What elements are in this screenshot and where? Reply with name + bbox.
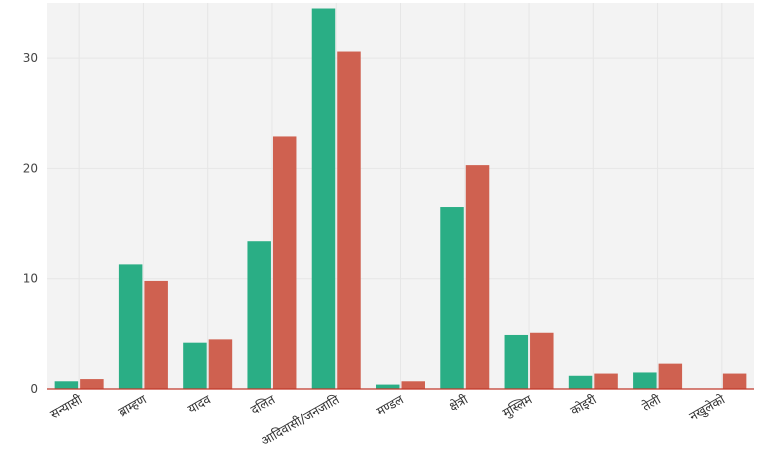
bar-series-1-1	[118, 264, 143, 389]
x-category-label: तेली	[639, 391, 663, 414]
x-category-label: मण्डल	[374, 391, 407, 419]
y-tick-label: 10	[23, 272, 38, 286]
bar-series-1-8	[568, 375, 593, 389]
bar-series-2-1	[144, 280, 168, 389]
bar-series-2-10	[722, 373, 747, 389]
bar-series-1-5	[376, 384, 400, 389]
bar-series-2-7	[530, 332, 554, 389]
bar-series-1-9	[633, 372, 657, 389]
bar-series-2-8	[594, 373, 618, 389]
bar-series-2-6	[465, 165, 490, 389]
x-category-label: मुस्लिम	[500, 391, 536, 421]
y-axis-ticks: 0 10 20 30	[23, 51, 38, 396]
bar-series-2-9	[658, 363, 683, 389]
bar-series-1-3	[247, 241, 271, 389]
bar-series-1-7	[504, 334, 529, 389]
y-tick-label: 20	[23, 161, 38, 175]
x-category-label: ब्राम्हण	[116, 391, 150, 419]
x-category-label: क्षेत्री	[446, 391, 471, 414]
bar-series-1-4	[311, 8, 336, 390]
bar-series-1-6	[440, 207, 464, 389]
bars	[54, 8, 747, 390]
y-tick-label: 30	[23, 51, 38, 65]
bar-series-2-0	[80, 379, 104, 389]
bar-series-2-4	[337, 51, 361, 389]
bar-series-1-0	[54, 381, 79, 389]
x-category-label: नखुलेको	[687, 391, 729, 424]
x-axis-category-labels: सन्यासी ब्राम्हण यादव दलितआदिवासी/जनजाति मण्…	[47, 391, 728, 448]
x-category-label: सन्यासी	[47, 391, 85, 422]
grid-lines	[47, 3, 754, 389]
x-category-label: दलित	[248, 391, 278, 417]
bar-series-1-2	[183, 342, 207, 389]
bar-series-2-3	[272, 136, 297, 389]
x-category-label: कोइरी	[568, 391, 600, 418]
bar-series-2-5	[401, 381, 425, 389]
x-category-label: यादव	[185, 391, 214, 417]
bar-series-2-2	[208, 339, 233, 389]
y-tick-label: 0	[30, 382, 38, 396]
